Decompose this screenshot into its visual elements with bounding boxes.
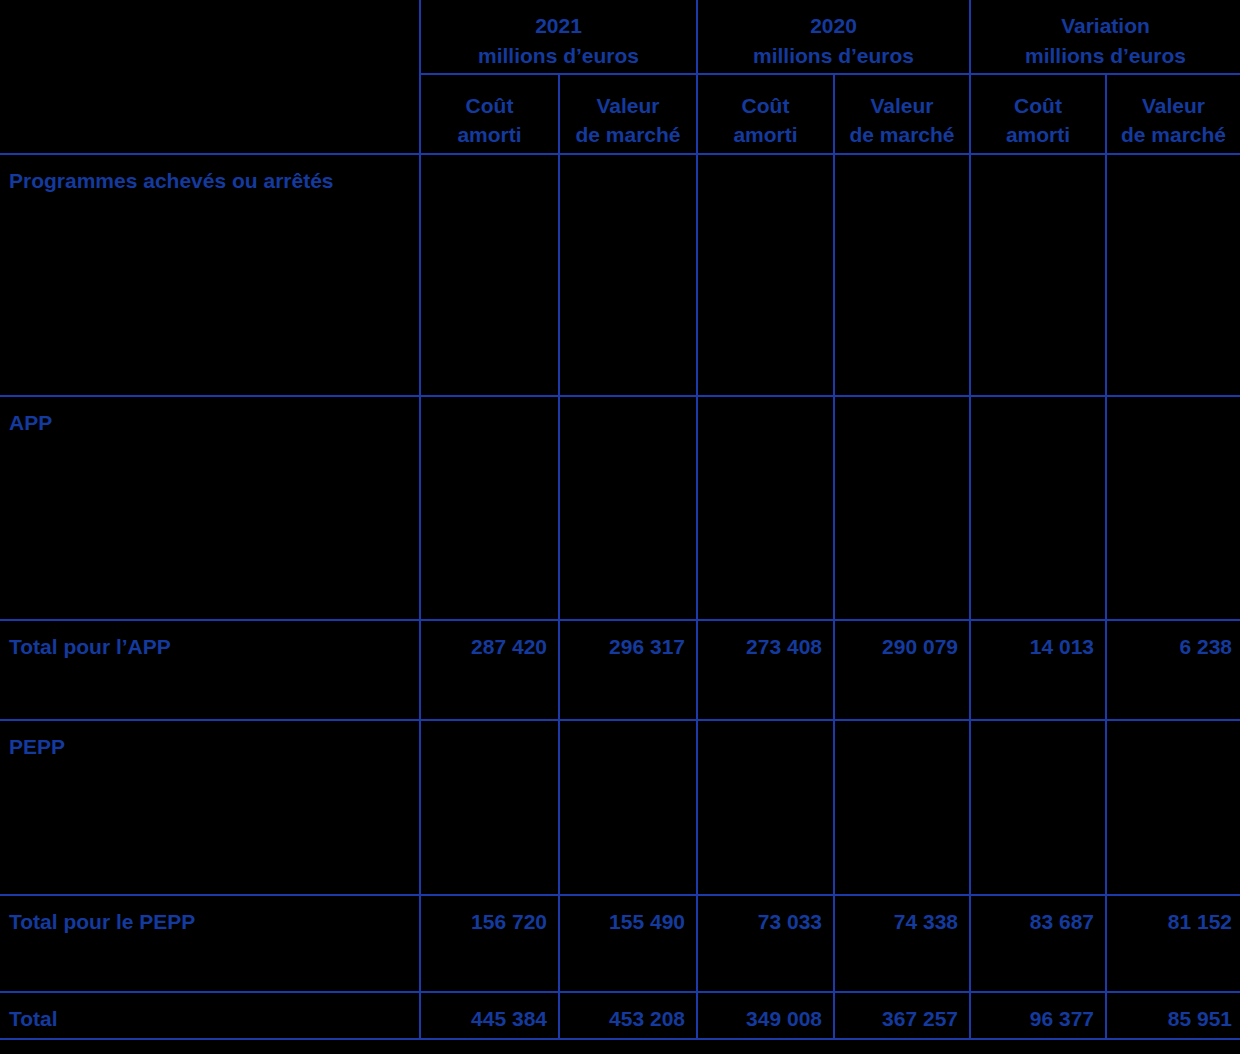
row-label-total-app: Total pour l’APP [0,621,419,721]
cell-programmes-2020-cout [696,155,833,397]
column-header-variation-valeur-marche: Valeur de marché [1105,75,1240,155]
cell-total-app-2021-valeur: 296 317 [558,621,696,721]
cell-total-pepp-variation-valeur: 81 152 [1105,896,1240,993]
cell-pepp-variation-valeur [1105,721,1240,896]
cell-programmes-variation-valeur [1105,155,1240,397]
row-label-total: Total [0,993,419,1040]
cell-programmes-variation-cout [969,155,1105,397]
row-label-programmes-acheves: Programmes achevés ou arrêtés [0,155,419,397]
cell-app-2021-valeur [558,397,696,621]
group-header-2020-subtitle: millions d’euros [698,41,969,71]
group-header-2021-subtitle: millions d’euros [421,41,696,71]
cell-app-variation-valeur [1105,397,1240,621]
group-header-2021-title: 2021 [421,11,696,41]
cell-total-2020-valeur: 367 257 [833,993,969,1040]
cell-app-2020-cout [696,397,833,621]
cell-app-2021-cout [419,397,558,621]
cell-pepp-2020-valeur [833,721,969,896]
cell-pepp-2020-cout [696,721,833,896]
cell-programmes-2021-cout [419,155,558,397]
cell-pepp-variation-cout [969,721,1105,896]
cell-total-app-variation-valeur: 6 238 [1105,621,1240,721]
column-header-2021-valeur-marche: Valeur de marché [558,75,696,155]
cell-programmes-2021-valeur [558,155,696,397]
column-header-2020-valeur-marche: Valeur de marché [833,75,969,155]
cell-total-app-2021-cout: 287 420 [419,621,558,721]
monetary-policy-securities-table: 2021 millions d’euros 2020 millions d’eu… [0,0,1240,1040]
group-header-variation-title: Variation [971,11,1240,41]
row-label-total-pepp: Total pour le PEPP [0,896,419,993]
cell-total-variation-valeur: 85 951 [1105,993,1240,1040]
cell-total-variation-cout: 96 377 [969,993,1105,1040]
cell-app-variation-cout [969,397,1105,621]
cell-total-app-2020-valeur: 290 079 [833,621,969,721]
group-header-2020: 2020 millions d’euros [696,0,969,75]
cell-total-pepp-variation-cout: 83 687 [969,896,1105,993]
corner-spacer [0,0,419,75]
group-header-2021: 2021 millions d’euros [419,0,696,75]
row-label-app: APP [0,397,419,621]
cell-pepp-2021-cout [419,721,558,896]
group-header-variation-subtitle: millions d’euros [971,41,1240,71]
column-header-2020-cout-amorti: Coût amorti [696,75,833,155]
cell-programmes-2020-valeur [833,155,969,397]
cell-total-2021-cout: 445 384 [419,993,558,1040]
cell-pepp-2021-valeur [558,721,696,896]
cell-total-app-2020-cout: 273 408 [696,621,833,721]
cell-total-pepp-2021-cout: 156 720 [419,896,558,993]
cell-total-2021-valeur: 453 208 [558,993,696,1040]
group-header-variation: Variation millions d’euros [969,0,1240,75]
cell-app-2020-valeur [833,397,969,621]
cell-total-pepp-2020-cout: 73 033 [696,896,833,993]
row-label-pepp: PEPP [0,721,419,896]
column-header-variation-cout-amorti: Coût amorti [969,75,1105,155]
cell-total-2020-cout: 349 008 [696,993,833,1040]
cell-total-pepp-2020-valeur: 74 338 [833,896,969,993]
group-header-2020-title: 2020 [698,11,969,41]
column-header-2021-cout-amorti: Coût amorti [419,75,558,155]
cell-total-app-variation-cout: 14 013 [969,621,1105,721]
subheader-spacer [0,75,419,155]
cell-total-pepp-2021-valeur: 155 490 [558,896,696,993]
